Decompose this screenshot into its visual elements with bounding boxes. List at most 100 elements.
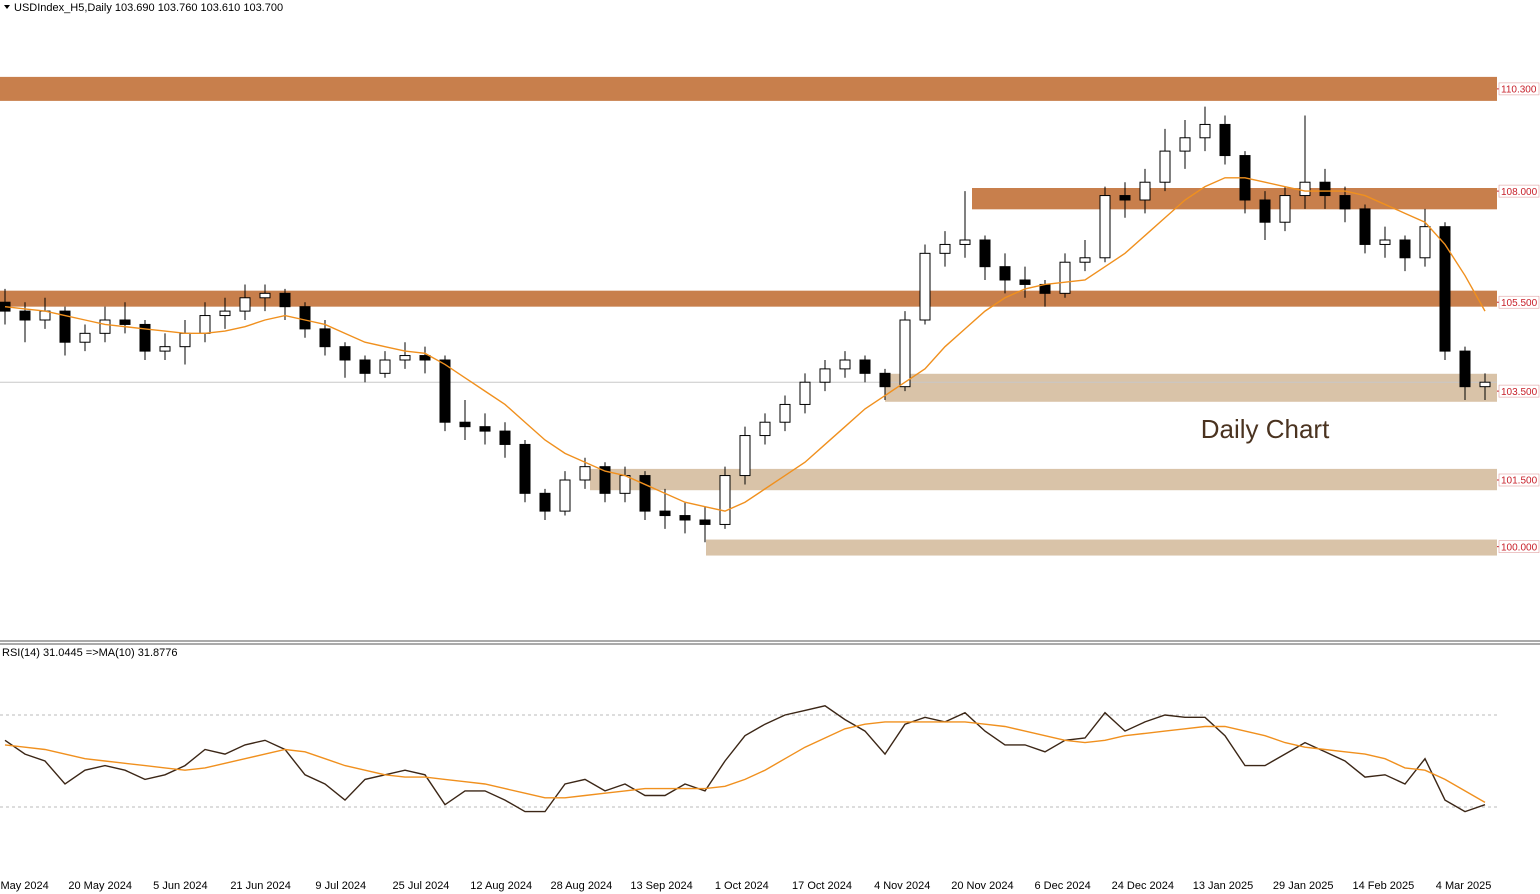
- zone: [590, 468, 1497, 491]
- candle-body: [939, 243, 951, 254]
- y-tick-label: 105.500: [1501, 298, 1538, 309]
- candle-body: [359, 359, 371, 374]
- candle-body: [59, 310, 71, 343]
- candle-body: [779, 403, 791, 423]
- tick-box: [1498, 473, 1540, 487]
- candle-body: [539, 492, 551, 512]
- chart-title: USDIndex_H5,Daily 103.690 103.760 103.61…: [14, 2, 283, 14]
- x-tick-label: 5 Jun 2024: [153, 880, 207, 892]
- x-tick-label: 9 Jul 2024: [315, 880, 366, 892]
- x-tick-label: 28 Aug 2024: [551, 880, 613, 892]
- candle-body: [1319, 181, 1331, 197]
- candle-body: [1479, 381, 1491, 388]
- zone: [885, 373, 1497, 402]
- candle-body: [1099, 195, 1111, 259]
- candle-body: [1299, 181, 1311, 197]
- x-tick-label: 4 Mar 2025: [1436, 880, 1492, 892]
- candle-body: [519, 443, 531, 494]
- rsi-line: [4, 705, 1486, 813]
- candle-body: [79, 332, 91, 343]
- candle-body: [1439, 226, 1451, 352]
- x-tick-label: 2 May 2024: [0, 880, 49, 892]
- annotation: Daily Chart: [1201, 414, 1330, 444]
- candle-body: [1199, 123, 1211, 139]
- x-tick-label: 14 Feb 2025: [1353, 880, 1415, 892]
- candle-body: [1019, 279, 1031, 285]
- candle-body: [139, 323, 151, 352]
- candle-body: [1079, 257, 1091, 263]
- candle-body: [899, 319, 911, 388]
- candle-body: [1459, 350, 1471, 388]
- candle-body: [499, 430, 511, 445]
- x-tick-label: 4 Nov 2024: [874, 880, 930, 892]
- candle-body: [579, 466, 591, 481]
- tick-box: [1498, 82, 1540, 96]
- candle-body: [1359, 208, 1371, 245]
- candle-body: [159, 346, 171, 352]
- candle-body: [19, 310, 31, 321]
- candle-body: [339, 346, 351, 361]
- candle-body: [179, 332, 191, 348]
- candle-body: [1139, 181, 1151, 201]
- x-tick-label: 17 Oct 2024: [792, 880, 852, 892]
- candle-body: [199, 315, 211, 334]
- candle-body: [119, 319, 131, 325]
- y-tick-label: 103.500: [1501, 387, 1538, 398]
- candle-body: [979, 239, 991, 268]
- x-tick-label: 20 Nov 2024: [951, 880, 1013, 892]
- candle-body: [619, 475, 631, 494]
- x-tick-label: 20 May 2024: [68, 880, 132, 892]
- candle-body: [1159, 150, 1171, 183]
- candle-body: [699, 519, 711, 525]
- candle-body: [1179, 137, 1191, 152]
- candle-body: [559, 479, 571, 512]
- x-tick-label: 1 Oct 2024: [715, 880, 769, 892]
- candle-body: [379, 359, 391, 374]
- tick-box: [1498, 540, 1540, 553]
- x-tick-label: 13 Sep 2024: [630, 880, 692, 892]
- candle-body: [1219, 123, 1231, 157]
- zone: [972, 188, 1497, 210]
- candle-body: [419, 355, 431, 361]
- candle-body: [639, 475, 651, 512]
- candle-body: [659, 510, 671, 517]
- candle-body: [99, 319, 111, 334]
- x-tick-label: 13 Jan 2025: [1193, 880, 1254, 892]
- candle-body: [1059, 261, 1071, 294]
- candle-body: [719, 475, 731, 525]
- candle-body: [239, 297, 251, 312]
- candle-body: [1259, 199, 1271, 223]
- candle-body: [819, 368, 831, 383]
- y-tick-label: 108.000: [1501, 187, 1538, 198]
- rsi-title: RSI(14) 31.0445 =>MA(10) 31.8776: [2, 647, 178, 659]
- candle-body: [319, 328, 331, 348]
- candle-body: [479, 426, 491, 432]
- x-tick-label: 25 Jul 2024: [393, 880, 450, 892]
- candle-body: [1419, 226, 1431, 259]
- candle-body: [799, 381, 811, 405]
- candle-body: [599, 466, 611, 494]
- zone: [0, 290, 1497, 307]
- tick-box: [1498, 184, 1540, 198]
- x-tick-label: 21 Jun 2024: [230, 880, 291, 892]
- candle-body: [919, 252, 931, 321]
- candle-body: [859, 359, 871, 374]
- candle-body: [759, 421, 771, 437]
- candle-body: [259, 292, 271, 299]
- y-tick-label: 101.500: [1501, 476, 1538, 487]
- candle-body: [399, 355, 411, 361]
- x-tick-label: 12 Aug 2024: [470, 880, 532, 892]
- y-tick-label: 110.300: [1501, 85, 1537, 96]
- x-tick-label: 24 Dec 2024: [1112, 880, 1174, 892]
- moving-average: [4, 177, 1486, 512]
- candle-body: [739, 435, 751, 477]
- x-tick-label: 6 Dec 2024: [1034, 880, 1090, 892]
- candle-body: [1339, 195, 1351, 210]
- zone: [0, 76, 1497, 101]
- candle-body: [459, 421, 471, 428]
- tick-box: [1498, 295, 1540, 309]
- candle-body: [879, 372, 891, 388]
- candle-body: [439, 359, 451, 423]
- candle-body: [299, 306, 311, 330]
